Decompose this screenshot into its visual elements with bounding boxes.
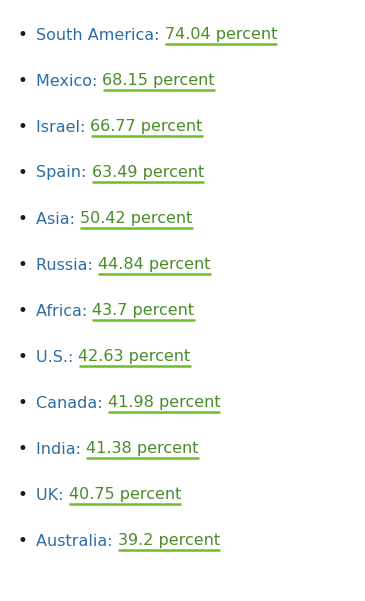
Text: 42.63 percent: 42.63 percent bbox=[78, 350, 191, 364]
Text: •: • bbox=[17, 486, 27, 504]
Text: •: • bbox=[17, 302, 27, 320]
Text: 74.04 percent: 74.04 percent bbox=[165, 28, 277, 43]
Text: Russia:: Russia: bbox=[36, 257, 98, 272]
Text: 40.75 percent: 40.75 percent bbox=[69, 487, 181, 502]
Text: 44.84 percent: 44.84 percent bbox=[98, 257, 211, 272]
Text: •: • bbox=[17, 440, 27, 458]
Text: •: • bbox=[17, 394, 27, 412]
Text: Israel:: Israel: bbox=[36, 120, 91, 135]
Text: 39.2 percent: 39.2 percent bbox=[118, 534, 220, 549]
Text: •: • bbox=[17, 164, 27, 182]
Text: 68.15 percent: 68.15 percent bbox=[103, 73, 215, 88]
Text: •: • bbox=[17, 532, 27, 550]
Text: •: • bbox=[17, 210, 27, 228]
Text: 63.49 percent: 63.49 percent bbox=[92, 165, 204, 180]
Text: 41.38 percent: 41.38 percent bbox=[86, 442, 199, 457]
Text: •: • bbox=[17, 256, 27, 274]
Text: Australia:: Australia: bbox=[36, 534, 118, 549]
Text: UK:: UK: bbox=[36, 487, 69, 502]
Text: South America:: South America: bbox=[36, 28, 165, 43]
Text: 50.42 percent: 50.42 percent bbox=[80, 212, 192, 227]
Text: Spain:: Spain: bbox=[36, 165, 92, 180]
Text: •: • bbox=[17, 118, 27, 136]
Text: Mexico:: Mexico: bbox=[36, 73, 103, 88]
Text: 66.77 percent: 66.77 percent bbox=[91, 120, 203, 135]
Text: •: • bbox=[17, 26, 27, 44]
Text: U.S.:: U.S.: bbox=[36, 350, 78, 364]
Text: Canada:: Canada: bbox=[36, 395, 108, 410]
Text: •: • bbox=[17, 72, 27, 90]
Text: •: • bbox=[17, 348, 27, 366]
Text: 41.98 percent: 41.98 percent bbox=[108, 395, 220, 410]
Text: Africa:: Africa: bbox=[36, 304, 92, 319]
Text: Asia:: Asia: bbox=[36, 212, 80, 227]
Text: India:: India: bbox=[36, 442, 86, 457]
Text: 43.7 percent: 43.7 percent bbox=[92, 304, 195, 319]
